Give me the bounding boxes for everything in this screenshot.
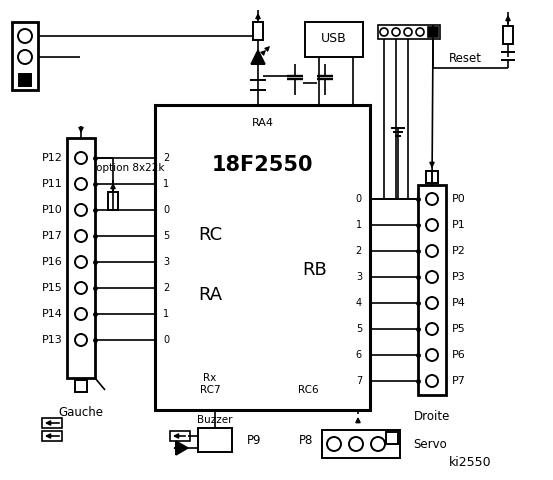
Polygon shape bbox=[251, 50, 265, 64]
Text: P14: P14 bbox=[42, 309, 63, 319]
Text: P2: P2 bbox=[452, 246, 466, 256]
Circle shape bbox=[380, 28, 388, 36]
Text: Gauche: Gauche bbox=[59, 407, 103, 420]
Circle shape bbox=[426, 245, 438, 257]
Circle shape bbox=[327, 437, 341, 451]
Circle shape bbox=[426, 219, 438, 231]
Circle shape bbox=[392, 28, 400, 36]
Circle shape bbox=[75, 282, 87, 294]
Text: RA: RA bbox=[198, 286, 222, 304]
Circle shape bbox=[404, 28, 412, 36]
Circle shape bbox=[18, 29, 32, 43]
Text: P8: P8 bbox=[299, 433, 313, 446]
Text: P17: P17 bbox=[42, 231, 63, 241]
Text: 2: 2 bbox=[163, 153, 169, 163]
Text: USB: USB bbox=[321, 33, 347, 46]
Text: P16: P16 bbox=[42, 257, 63, 267]
Text: Servo: Servo bbox=[413, 437, 447, 451]
Text: RC7: RC7 bbox=[200, 385, 220, 395]
Text: RA4: RA4 bbox=[252, 118, 274, 128]
Text: Reset: Reset bbox=[448, 51, 482, 64]
Text: RB: RB bbox=[302, 261, 327, 279]
Text: 2: 2 bbox=[163, 283, 169, 293]
Text: P12: P12 bbox=[42, 153, 63, 163]
Circle shape bbox=[75, 308, 87, 320]
Text: 3: 3 bbox=[356, 272, 362, 282]
Text: ki2550: ki2550 bbox=[448, 456, 491, 469]
Text: P13: P13 bbox=[42, 335, 63, 345]
Text: 7: 7 bbox=[356, 376, 362, 386]
Bar bbox=[418, 185, 446, 395]
Bar bbox=[170, 431, 190, 441]
Bar bbox=[305, 22, 363, 57]
Bar bbox=[12, 22, 38, 90]
Circle shape bbox=[426, 375, 438, 387]
Text: Rx: Rx bbox=[204, 373, 217, 383]
Circle shape bbox=[75, 334, 87, 346]
Text: 5: 5 bbox=[356, 324, 362, 334]
Bar bbox=[378, 25, 440, 39]
Circle shape bbox=[349, 437, 363, 451]
Bar bbox=[503, 26, 513, 44]
Text: 0: 0 bbox=[163, 335, 169, 345]
Bar bbox=[67, 138, 95, 378]
Text: RC: RC bbox=[198, 226, 222, 244]
Circle shape bbox=[75, 152, 87, 164]
Bar bbox=[42, 431, 62, 441]
Text: P4: P4 bbox=[452, 298, 466, 308]
Text: 6: 6 bbox=[356, 350, 362, 360]
Circle shape bbox=[426, 349, 438, 361]
Bar bbox=[42, 418, 62, 428]
Text: Droite: Droite bbox=[414, 410, 450, 423]
Circle shape bbox=[426, 297, 438, 309]
Circle shape bbox=[416, 28, 424, 36]
Text: 1: 1 bbox=[356, 220, 362, 230]
Bar bbox=[426, 171, 438, 183]
Text: 2: 2 bbox=[356, 246, 362, 256]
Circle shape bbox=[371, 437, 385, 451]
Bar bbox=[198, 428, 232, 452]
Circle shape bbox=[75, 230, 87, 242]
Circle shape bbox=[426, 193, 438, 205]
Bar bbox=[75, 380, 87, 392]
Text: option 8x22k: option 8x22k bbox=[96, 163, 164, 173]
Circle shape bbox=[426, 323, 438, 335]
Text: P7: P7 bbox=[452, 376, 466, 386]
Circle shape bbox=[75, 256, 87, 268]
Text: P9: P9 bbox=[247, 433, 261, 446]
Bar bbox=[19, 74, 31, 86]
Circle shape bbox=[75, 204, 87, 216]
Bar bbox=[253, 22, 263, 40]
Circle shape bbox=[426, 271, 438, 283]
Text: Buzzer: Buzzer bbox=[197, 415, 233, 425]
Text: 3: 3 bbox=[163, 257, 169, 267]
Text: P10: P10 bbox=[42, 205, 63, 215]
Text: RC6: RC6 bbox=[298, 385, 319, 395]
Polygon shape bbox=[176, 441, 188, 455]
Text: 1: 1 bbox=[163, 179, 169, 189]
Text: 0: 0 bbox=[356, 194, 362, 204]
Text: P5: P5 bbox=[452, 324, 466, 334]
Text: P3: P3 bbox=[452, 272, 466, 282]
Bar bbox=[155, 105, 370, 410]
Bar bbox=[108, 192, 118, 210]
Circle shape bbox=[75, 178, 87, 190]
Text: 18F2550: 18F2550 bbox=[212, 155, 313, 175]
Text: P11: P11 bbox=[42, 179, 63, 189]
Text: P6: P6 bbox=[452, 350, 466, 360]
Bar bbox=[428, 27, 438, 37]
Bar bbox=[322, 430, 400, 458]
Circle shape bbox=[18, 50, 32, 64]
Text: 5: 5 bbox=[163, 231, 169, 241]
Text: P15: P15 bbox=[42, 283, 63, 293]
Text: 0: 0 bbox=[163, 205, 169, 215]
Text: 4: 4 bbox=[356, 298, 362, 308]
Text: P0: P0 bbox=[452, 194, 466, 204]
Text: P1: P1 bbox=[452, 220, 466, 230]
Text: 1: 1 bbox=[163, 309, 169, 319]
Bar bbox=[386, 432, 398, 444]
